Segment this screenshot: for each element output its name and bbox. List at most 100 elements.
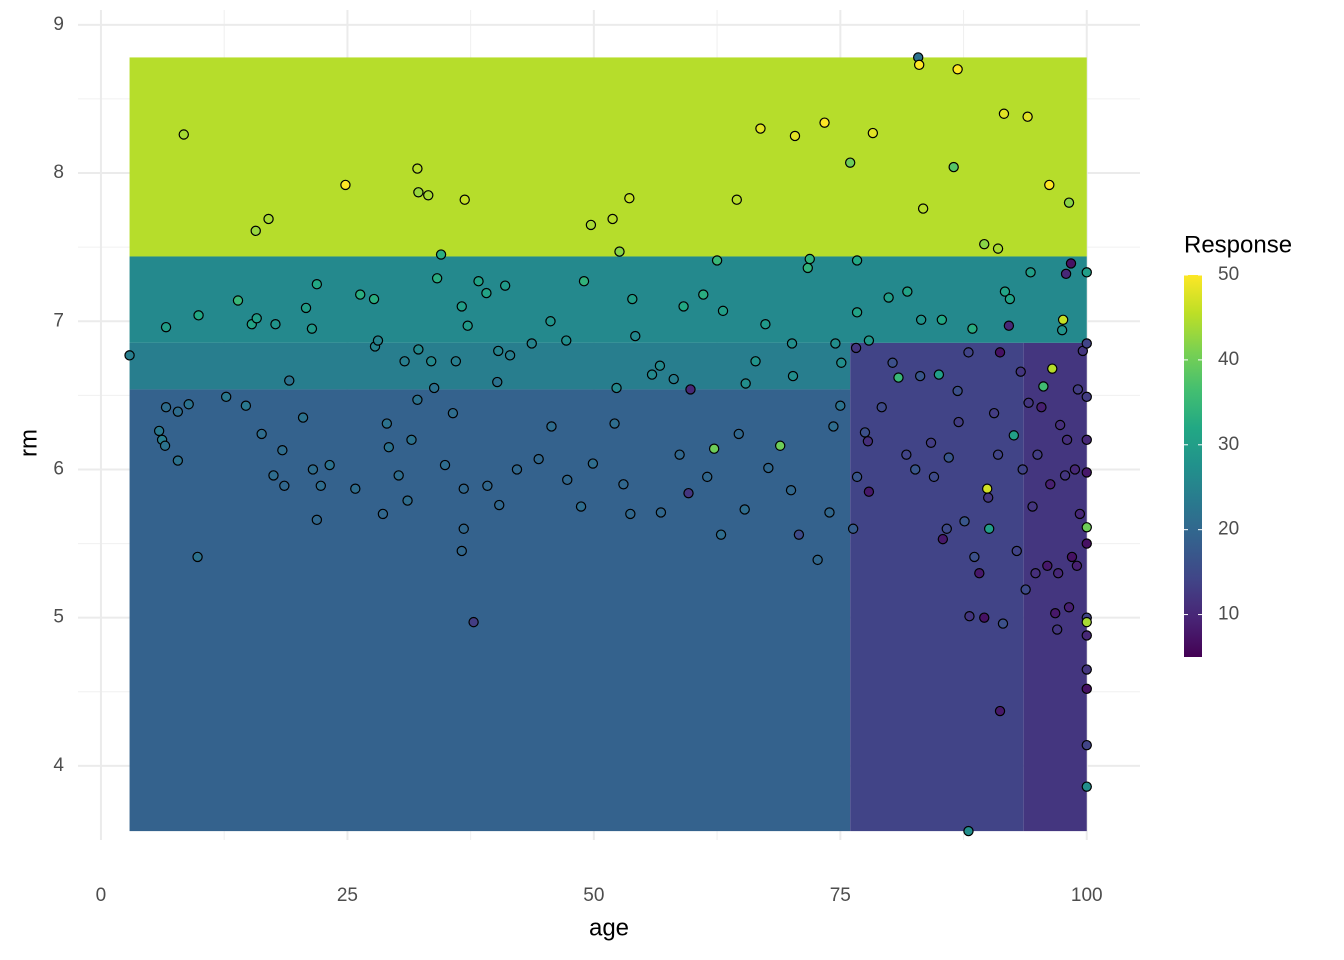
point: [928, 471, 940, 483]
colorbar-label: 40: [1218, 349, 1239, 370]
point: [562, 474, 573, 486]
point: [997, 618, 1009, 629]
point: [578, 276, 590, 287]
point: [863, 335, 875, 346]
point: [844, 157, 856, 168]
point: [609, 418, 620, 429]
point: [913, 59, 925, 71]
point: [350, 483, 361, 494]
point: [413, 187, 424, 198]
point: [1038, 381, 1049, 392]
point: [933, 369, 945, 380]
point: [1081, 338, 1092, 349]
colorbar-label: 10: [1218, 604, 1239, 625]
point: [750, 356, 761, 367]
point: [160, 402, 172, 413]
point: [668, 373, 679, 385]
point: [979, 238, 990, 250]
point: [1081, 664, 1092, 675]
point: [393, 470, 404, 481]
point: [428, 382, 440, 394]
point: [526, 338, 537, 349]
point: [1054, 419, 1066, 431]
point: [678, 301, 689, 312]
point: [456, 301, 467, 312]
point: [1036, 402, 1047, 413]
x-axis-title: age: [589, 914, 629, 941]
point: [883, 292, 894, 303]
region: [129, 57, 1087, 257]
colorbar: [1184, 275, 1202, 657]
point: [458, 483, 469, 494]
point: [828, 421, 839, 432]
point: [240, 400, 252, 411]
point: [1081, 616, 1092, 628]
point: [306, 323, 318, 334]
point: [824, 507, 835, 518]
point: [611, 382, 622, 394]
point: [270, 319, 281, 330]
point: [793, 529, 805, 540]
point: [1081, 683, 1092, 695]
point: [311, 514, 323, 526]
y-tick-label: 6: [53, 458, 64, 479]
point: [192, 551, 203, 563]
point: [406, 434, 417, 446]
point: [740, 378, 751, 389]
point: [999, 286, 1011, 297]
point: [561, 335, 572, 346]
point: [1022, 111, 1033, 122]
point: [785, 485, 797, 496]
point: [988, 407, 1000, 419]
point: [1072, 384, 1084, 395]
point: [787, 370, 799, 382]
point: [789, 130, 801, 142]
point: [774, 440, 786, 451]
point: [943, 452, 954, 463]
region: [1023, 342, 1087, 832]
point: [172, 455, 184, 466]
point: [654, 360, 666, 371]
point: [311, 278, 323, 290]
point: [763, 462, 774, 474]
point: [953, 416, 964, 428]
point: [1081, 781, 1092, 792]
regions: [129, 57, 1087, 832]
point: [1051, 624, 1063, 635]
point: [708, 443, 720, 454]
point: [901, 449, 912, 460]
point: [963, 347, 974, 358]
point: [494, 499, 505, 511]
point: [277, 444, 288, 456]
point: [994, 347, 1006, 358]
point: [902, 286, 913, 297]
point: [456, 545, 467, 557]
point: [836, 357, 847, 368]
point: [399, 356, 410, 367]
legend: 10 20 30 40 50: [1184, 264, 1239, 657]
point: [481, 287, 492, 299]
point: [587, 458, 599, 469]
point: [1081, 267, 1092, 278]
point: [232, 295, 244, 306]
point: [482, 480, 493, 491]
point: [1063, 197, 1075, 208]
point: [624, 193, 635, 204]
point: [952, 385, 963, 397]
point: [887, 357, 898, 368]
point: [1071, 560, 1083, 572]
point: [256, 428, 267, 440]
point: [1065, 258, 1077, 269]
point: [545, 316, 556, 327]
point: [1081, 522, 1092, 533]
point: [830, 338, 841, 349]
point: [193, 310, 204, 321]
point: [402, 495, 413, 506]
point: [160, 321, 172, 333]
point: [733, 428, 744, 440]
point: [804, 253, 815, 265]
y-tick-label: 8: [53, 162, 64, 183]
colorbar-label: 20: [1218, 519, 1239, 540]
point: [755, 123, 766, 134]
point: [1060, 268, 1072, 280]
